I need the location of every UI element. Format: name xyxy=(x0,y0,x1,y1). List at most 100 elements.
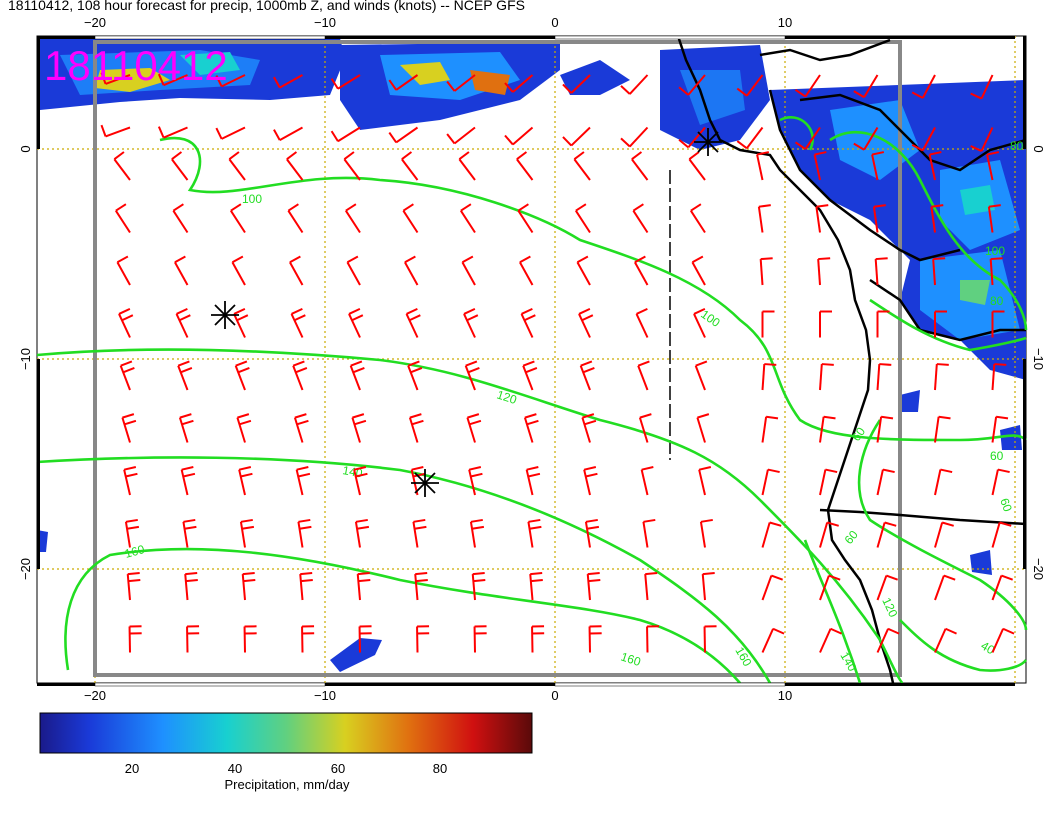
wind-barb-feather xyxy=(388,79,398,91)
wind-barb-feather xyxy=(884,521,897,527)
wind-barb-feather xyxy=(125,472,138,478)
wind-barb xyxy=(876,416,883,443)
wind-barb-feather xyxy=(460,203,472,212)
wind-barb-feather xyxy=(388,132,398,143)
wind-barb xyxy=(586,574,591,601)
wind-barb xyxy=(573,158,591,181)
wind-barb-feather xyxy=(586,525,600,530)
wind-barb-feather xyxy=(298,472,311,478)
wind-barb-feather xyxy=(100,124,107,137)
wind-barb xyxy=(395,74,419,91)
wind-barb xyxy=(575,210,591,234)
wind-barb xyxy=(989,258,994,286)
wind-barb xyxy=(238,469,246,496)
wind-barb-feather xyxy=(238,465,252,471)
wind-barb-feather xyxy=(407,360,420,367)
wind-barb-feather xyxy=(123,465,137,471)
wind-barb-feather xyxy=(637,360,650,367)
wind-barb-feather xyxy=(243,579,256,583)
wind-barb-feather xyxy=(931,204,944,208)
wind-barb-feather xyxy=(465,360,478,367)
tick-label: −10 xyxy=(18,348,33,370)
wind-barb xyxy=(401,158,419,181)
wind-barb xyxy=(761,575,773,601)
right-ticks: 0 −10 −20 xyxy=(1031,145,1046,580)
wind-barb xyxy=(863,74,879,98)
wind-barb xyxy=(634,261,649,286)
wind-barb-feather xyxy=(620,85,631,95)
wind-barb xyxy=(105,126,131,138)
wind-barb-feather xyxy=(528,472,541,478)
wind-barb-feather xyxy=(401,151,413,161)
wind-barb-feather xyxy=(458,151,470,161)
wind-barb-feather xyxy=(997,468,1010,474)
wind-barb-feather xyxy=(125,518,138,523)
bottom-ticks: −20 −10 0 10 xyxy=(84,688,792,703)
contour-label: 60 xyxy=(990,449,1004,463)
wind-barb xyxy=(637,365,649,391)
wind-barb xyxy=(934,416,940,443)
wind-barb xyxy=(115,210,131,234)
wind-barb xyxy=(694,365,706,391)
wind-barb xyxy=(699,521,706,548)
wind-barb xyxy=(279,126,303,141)
wind-barb xyxy=(635,313,649,338)
wind-barb xyxy=(876,628,889,653)
wind-barb xyxy=(460,210,476,234)
wind-barb xyxy=(221,126,246,140)
wind-barb-feather xyxy=(467,413,480,419)
wind-barb xyxy=(576,261,591,286)
tick-label: 0 xyxy=(551,688,558,703)
wind-barb-feather xyxy=(120,360,133,367)
wind-barb xyxy=(693,313,706,338)
wind-barb-feather xyxy=(343,151,355,161)
wind-barb-feather xyxy=(524,413,537,419)
wind-barb xyxy=(356,574,361,601)
wind-barb-feather xyxy=(634,255,646,264)
wind-barb-feather xyxy=(357,572,370,576)
wind-barb-feather xyxy=(504,82,514,93)
wind-barb-feather xyxy=(352,413,365,419)
colorbar-tick: 40 xyxy=(228,761,242,776)
wind-barb xyxy=(804,74,821,98)
wind-barb-feather xyxy=(241,525,255,530)
map-title: 18110412, 108 hour forecast for precip, … xyxy=(8,0,525,13)
wind-barb-feather xyxy=(233,307,246,315)
wind-barb-feather xyxy=(242,572,255,576)
wind-barb-feather xyxy=(769,521,782,527)
wind-barb-feather xyxy=(468,465,482,471)
wind-barb-feather xyxy=(406,307,418,315)
wind-barb-feather xyxy=(999,521,1012,527)
wind-barb xyxy=(177,365,189,391)
wind-barb xyxy=(228,158,246,181)
wind-barb-feather xyxy=(461,255,474,264)
wind-barb xyxy=(466,417,476,443)
wind-barb-feather xyxy=(294,413,307,419)
wind-barb-feather xyxy=(296,465,309,471)
wind-barb-feather xyxy=(933,257,946,261)
wind-barb-feather xyxy=(299,525,312,530)
wind-barb-feather xyxy=(118,307,131,315)
wind-barb xyxy=(746,126,764,149)
top-ticks: −20 −10 0 10 xyxy=(84,15,792,30)
wind-barb-feather xyxy=(1002,627,1015,635)
wind-barb-feather xyxy=(157,73,165,86)
wind-barb xyxy=(876,575,888,601)
wind-barb xyxy=(570,74,591,94)
wind-barb xyxy=(527,521,534,548)
wind-barb xyxy=(113,158,131,181)
wind-barb xyxy=(221,74,246,88)
wind-barb xyxy=(819,363,823,391)
wind-barb xyxy=(172,210,189,234)
wind-barb-feather xyxy=(562,83,573,94)
wind-barb xyxy=(523,417,534,443)
wind-barb xyxy=(126,574,131,601)
wind-barb xyxy=(184,574,189,601)
wind-barb-feather xyxy=(411,465,424,471)
wind-barb xyxy=(171,158,189,181)
wind-barb-feather xyxy=(292,360,305,367)
wind-barbs xyxy=(100,72,1015,653)
colorbar-tick: 60 xyxy=(331,761,345,776)
wind-barb xyxy=(991,575,1003,601)
wind-barb-feather xyxy=(517,203,529,212)
